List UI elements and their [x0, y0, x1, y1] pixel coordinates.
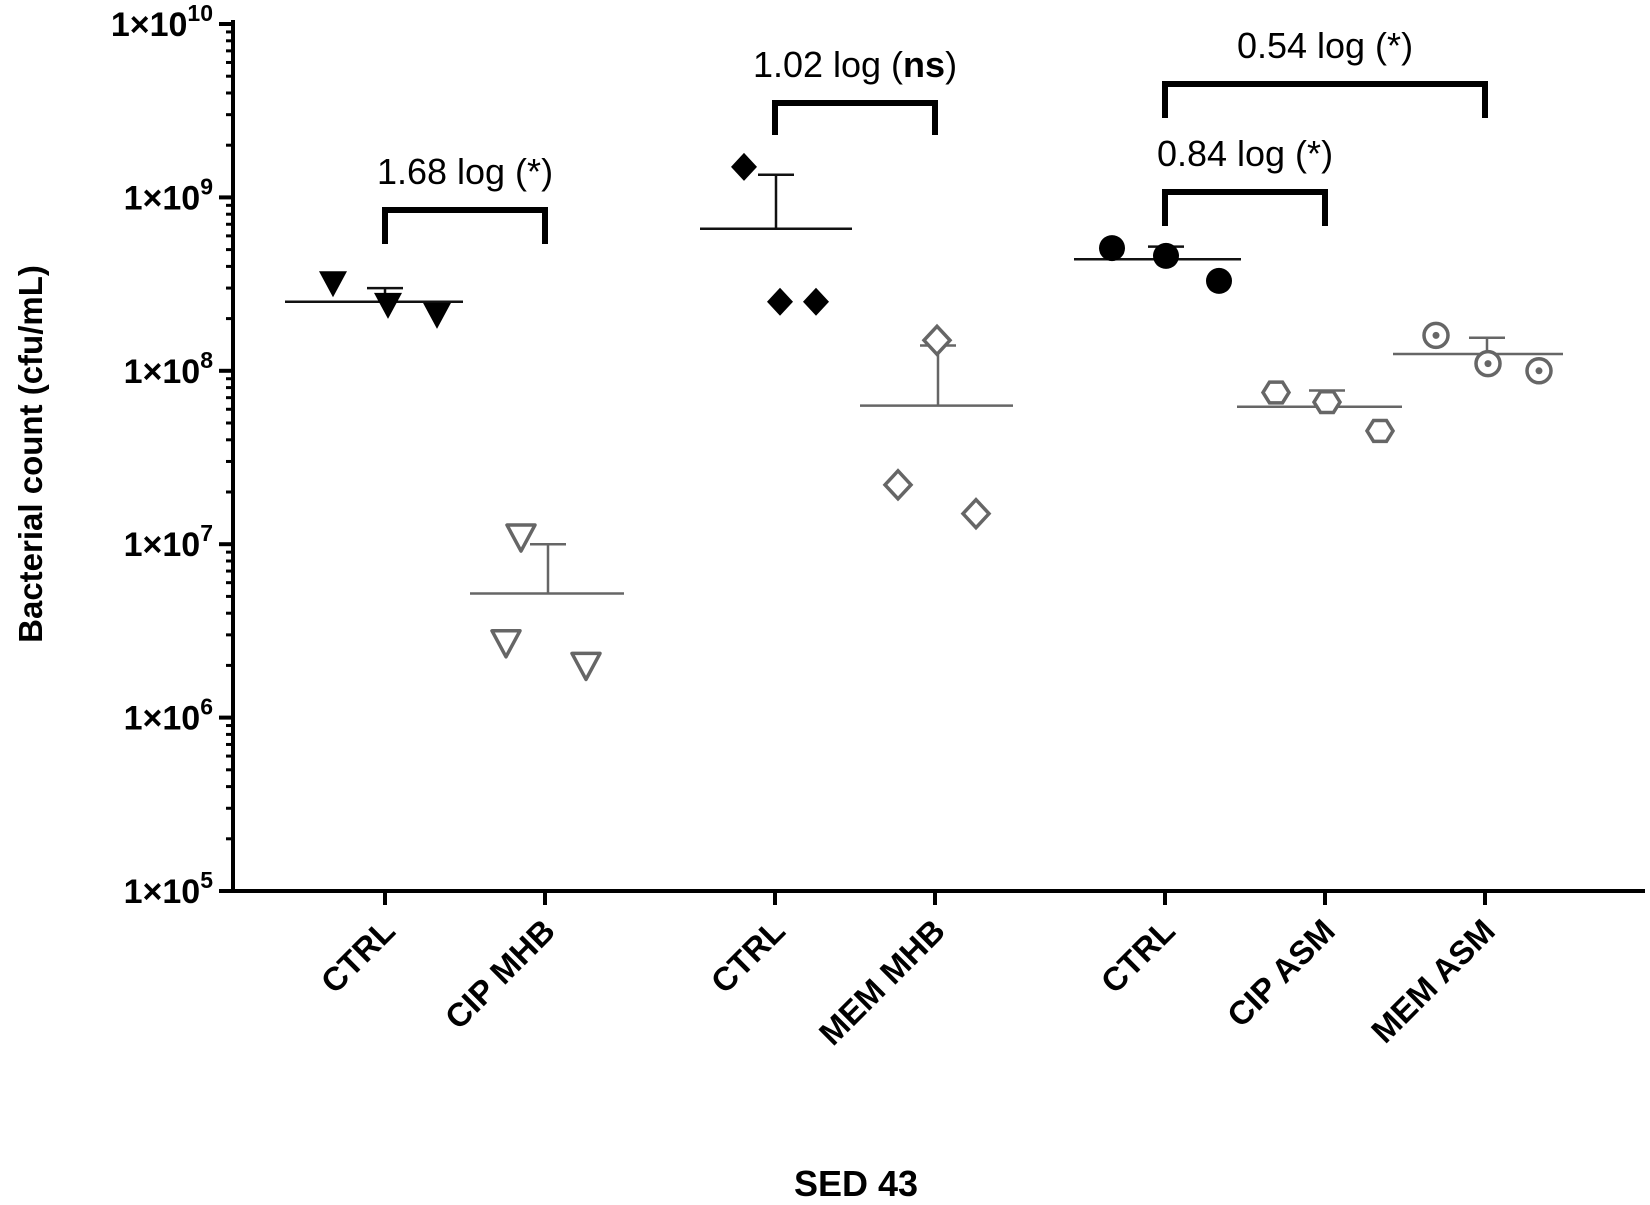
y-axis-label: Bacterial count (cfu/mL)	[12, 265, 49, 643]
x-tick-label: CIP MHB	[438, 912, 562, 1036]
circle-dot-center	[1484, 360, 1492, 368]
significance-label: 1.02 log (ns)	[753, 44, 957, 85]
x-tick-label: MEM MHB	[812, 912, 952, 1052]
circle-marker	[1153, 242, 1179, 269]
significance-label: 0.54 log (*)	[1237, 25, 1413, 66]
y-tick-label: 1×108	[124, 347, 214, 391]
significance-label: 1.68 log (*)	[377, 151, 553, 192]
triangle-marker	[374, 292, 402, 319]
hexagon-marker	[1364, 418, 1396, 444]
triangle-marker	[423, 302, 451, 329]
triangle-marker	[505, 523, 537, 553]
significance-bracket	[382, 207, 548, 244]
triangle-marker	[570, 651, 602, 682]
x-axis-ticks: CTRL CIP MHB CTRL MEM MHB CTRL CIP ASM MEM ASM	[314, 891, 1502, 1052]
y-tick-label: 1×1010	[111, 0, 213, 44]
significance-label: 0.84 log (*)	[1157, 133, 1333, 174]
x-tick-label: CIP ASM	[1220, 912, 1342, 1034]
circle-dot-center	[1535, 367, 1543, 375]
significance-bracket	[772, 100, 938, 135]
x-tick-label: MEM ASM	[1364, 912, 1502, 1050]
diamond-marker	[803, 287, 829, 316]
x-axis-label: SED 43	[794, 1163, 918, 1204]
circle-marker	[1099, 235, 1125, 262]
y-tick-label: 1×105	[124, 867, 214, 911]
triangle-marker	[490, 629, 522, 659]
y-axis-ticks: 1×105 1×106 1×107 1×108 1×109 1×1010	[111, 0, 233, 911]
x-tick-label: CTRL	[314, 912, 402, 1000]
data-points	[319, 152, 1553, 682]
axes	[231, 20, 1645, 893]
diamond-marker	[882, 468, 914, 502]
y-tick-label: 1×106	[124, 694, 213, 738]
significance-brackets: 1.68 log (*) 1.02 log (ns) 0.84 log (*) 0.5…	[377, 25, 1488, 244]
hexagon-marker	[1311, 389, 1343, 415]
y-tick-label: 1×107	[124, 520, 213, 564]
x-tick-label: CTRL	[1094, 912, 1182, 1000]
significance-bracket	[1162, 189, 1328, 226]
diamond-marker	[921, 323, 953, 357]
triangle-marker	[319, 271, 347, 298]
significance-bracket	[1162, 81, 1488, 118]
diamond-marker	[960, 497, 992, 531]
diamond-marker	[731, 152, 757, 181]
x-tick-label: CTRL	[704, 912, 792, 1000]
circle-dot-center	[1432, 331, 1440, 339]
hexagon-marker	[1260, 380, 1292, 405]
circle-marker	[1206, 267, 1232, 294]
mean-error-lines	[285, 173, 1563, 595]
y-tick-label: 1×109	[124, 173, 213, 217]
diamond-marker	[767, 287, 793, 316]
